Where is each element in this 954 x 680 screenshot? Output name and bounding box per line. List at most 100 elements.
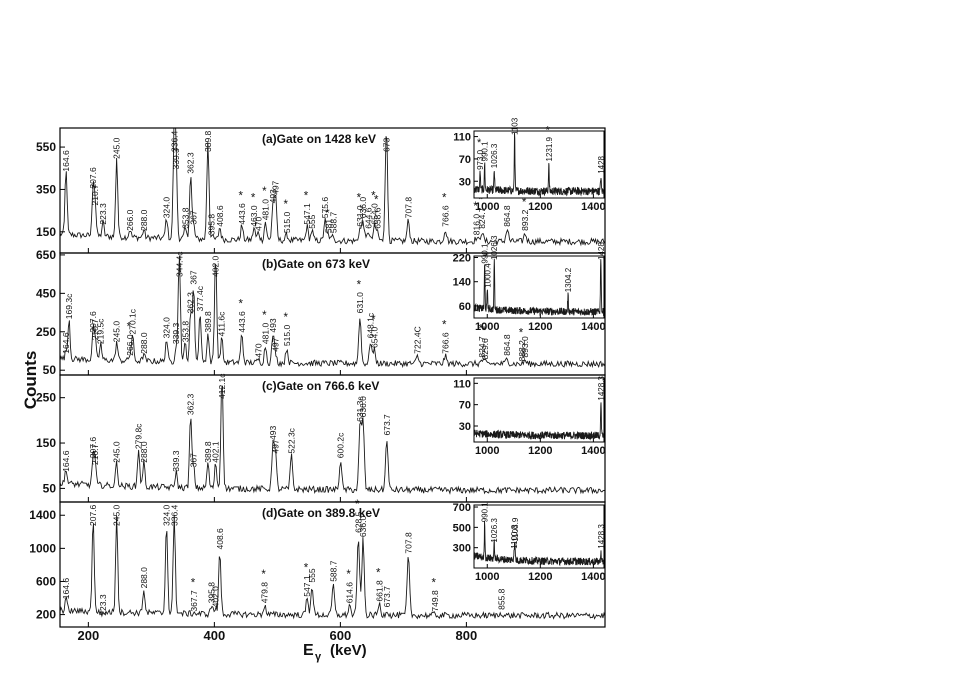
peak-label: 864.8 [502, 205, 512, 227]
peak-label: 408.6 [215, 205, 225, 227]
peak-star-marker: * [304, 191, 309, 203]
panel-title: (b)Gate on 673 keV [262, 257, 370, 271]
peak-label: 288.0 [139, 441, 149, 463]
peak-label: 766.6 [440, 205, 450, 227]
peak-star-marker: * [522, 197, 527, 209]
inset-peak-label: 1231.9 [545, 136, 554, 161]
inset-spectrum-line [474, 258, 604, 317]
x-axis-label-subscript: γ [315, 651, 322, 663]
peak-label: 339.3 [171, 148, 181, 170]
peak-label: 493 [268, 189, 278, 203]
inset-x-tick-label: 1400 [581, 201, 605, 213]
peak-label: 207.6 [88, 437, 98, 459]
peak-label: 279.8c [134, 423, 144, 449]
inset-x-tick-label: 1000 [475, 201, 499, 213]
peak-label: 481.0 [260, 323, 270, 345]
peak-label: 223.3 [98, 594, 108, 616]
peak-star-marker: * [473, 201, 478, 213]
peak-star-marker: * [357, 193, 362, 205]
inset-peak-label: 1428 [597, 155, 606, 173]
peak-label: 362.3 [186, 292, 196, 314]
inset-spectrum-group [474, 520, 604, 567]
peak-star-marker: * [479, 324, 484, 336]
peak-star-marker: * [442, 193, 447, 205]
peak-label: 644.6 [364, 207, 374, 229]
inset-peak-star-marker: * [484, 251, 489, 263]
x-tick-label: 200 [78, 628, 100, 643]
peak-label: 367 [189, 270, 199, 284]
peak-label: 654.0 [369, 326, 379, 348]
peak-label: 749.8 [430, 590, 440, 612]
spectrum-group [60, 128, 605, 247]
peak-label: 575.6 [320, 197, 330, 219]
peak-label: 631.0 [355, 205, 365, 227]
peak-label: 481.0 [260, 199, 270, 221]
inset-peak-star-marker: * [477, 137, 482, 149]
inset-y-tick-label: 70 [459, 154, 471, 166]
peak-label: 588.7 [328, 212, 338, 234]
peak-label: 339.3 [171, 323, 181, 345]
inset-x-tick-label: 1200 [528, 445, 552, 457]
peak-label: 270.1c [128, 308, 138, 334]
inset-panel: 30 70 110 1000 1200 1400 1428.3 [453, 376, 606, 457]
x-tick-label: 600 [330, 628, 352, 643]
peak-label: 855.8 [497, 588, 507, 610]
peak-label: 479.8 [260, 582, 270, 604]
peak-label: 631.0 [355, 292, 365, 314]
peak-label: 245.0 [112, 137, 122, 159]
inset-y-tick-label: 30 [459, 176, 471, 188]
inset-frame [473, 130, 605, 199]
y-tick-label: 250 [36, 325, 56, 339]
peak-star-marker: * [325, 208, 330, 220]
peak-label: 412.1c [217, 373, 227, 399]
x-tick-label: 400 [204, 628, 226, 643]
peak-label: 816.0 [472, 214, 482, 236]
peak-label: 336.4 [169, 130, 179, 152]
inset-peak-label: 1428.3 [597, 524, 606, 549]
peak-label: 888.2 [517, 340, 527, 362]
panel-b: 50 250 450 650 (b)Gate on 673 keV 164.6 169.3c… [36, 235, 606, 377]
inset-peak-label: 1103 [511, 117, 520, 135]
peak-label: 164.6 [61, 332, 71, 354]
peak-star-marker: * [482, 325, 487, 337]
inset-spectrum-line [474, 132, 604, 197]
peak-star-marker: * [371, 191, 376, 203]
inset-y-tick-label: 220 [453, 253, 471, 265]
x-axis-label-symbol: E [303, 642, 314, 659]
peak-label: 470 [254, 216, 264, 230]
peak-label: 829.6 [480, 338, 490, 360]
peak-label: 336.4 [169, 504, 179, 526]
y-tick-label: 150 [36, 436, 56, 450]
peak-label: 207.6 [88, 167, 98, 189]
spectrum-group [60, 255, 605, 369]
peak-label: 515.0 [282, 212, 292, 234]
peak-star-marker: * [251, 193, 256, 205]
inset-x-tick-label: 1000 [475, 321, 499, 333]
peak-label: 389.8 [203, 311, 213, 333]
y-tick-label: 150 [36, 225, 56, 239]
peak-label: 654.0 [369, 203, 379, 225]
inset-peak-label: 1304.2 [564, 267, 573, 292]
peak-label: 408.6 [215, 528, 225, 550]
peak-star-marker: * [357, 279, 362, 291]
peak-label: 402.1 [211, 441, 221, 463]
peak-label: 673.7 [382, 586, 392, 608]
peak-label: 245.0 [112, 441, 122, 463]
peak-label: 210.7 [90, 443, 100, 465]
peak-label: 497 [271, 180, 281, 194]
peak-label: 493 [268, 426, 278, 440]
inset-spectrum-line [474, 402, 604, 441]
inset-peak-label: 990.1 [481, 502, 490, 523]
peak-label: 522.3c [286, 427, 296, 453]
peak-label: 389.8 [203, 130, 213, 152]
spectrum-line [60, 385, 605, 495]
peak-star-marker: * [262, 186, 267, 198]
peak-label: 353.8 [180, 321, 190, 343]
peak-label: 547.1 [302, 203, 312, 225]
peak-star-marker: * [127, 322, 132, 334]
peak-star-marker: * [239, 191, 244, 203]
inset-peak-label: 1428.3 [597, 376, 606, 401]
y-axis-label: Counts [21, 351, 40, 410]
peak-label: 164.6 [61, 578, 71, 600]
